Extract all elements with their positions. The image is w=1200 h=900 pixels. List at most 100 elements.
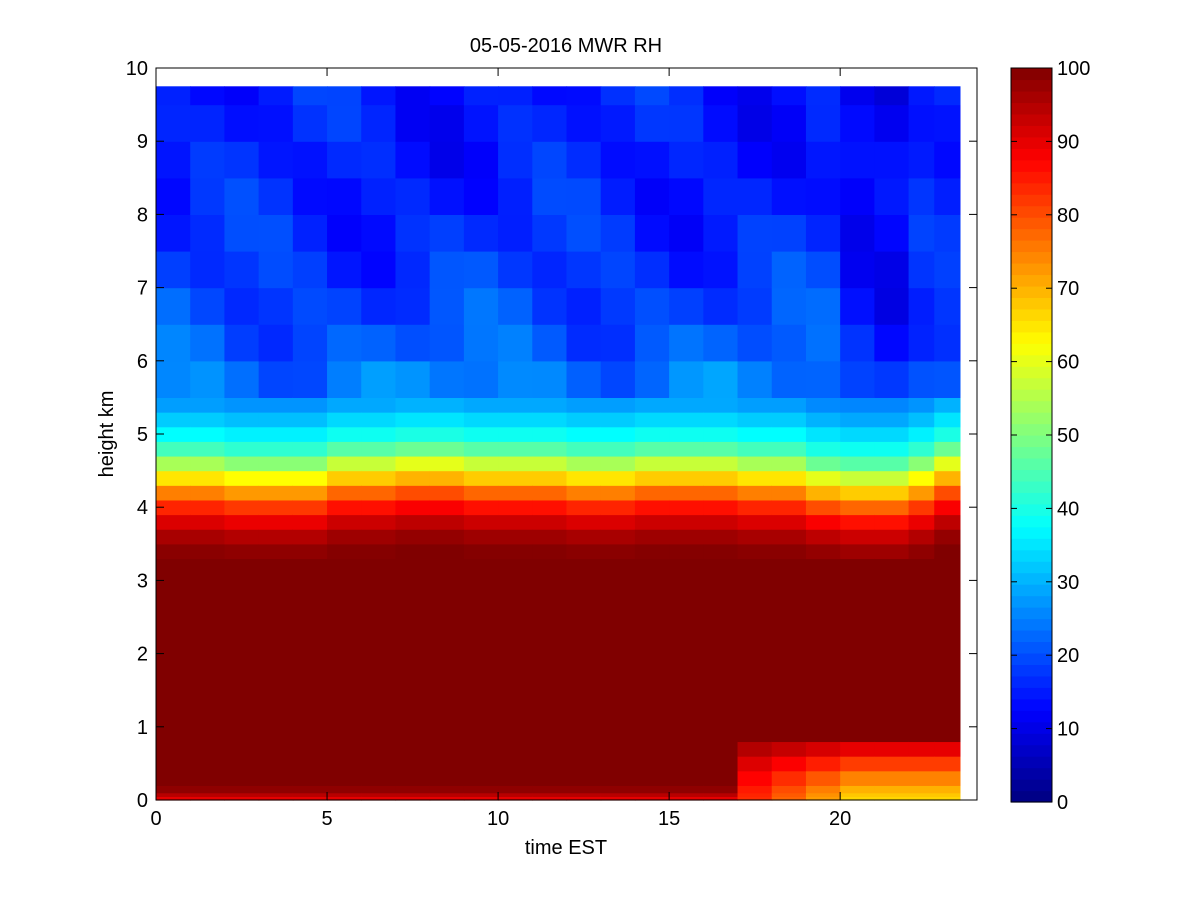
heatmap-cell	[737, 412, 773, 428]
heatmap-cell	[327, 251, 362, 289]
heatmap-cell	[737, 141, 773, 179]
heatmap-cell	[190, 251, 226, 289]
heatmap-cell	[908, 499, 935, 516]
heatmap-cell	[258, 324, 294, 362]
heatmap-cell	[156, 690, 191, 728]
heatmap-cell	[566, 141, 602, 179]
heatmap-cell	[258, 412, 294, 428]
colorbar-segment	[1011, 526, 1052, 539]
heatmap-cell	[566, 177, 602, 215]
heatmap-cell	[908, 441, 935, 457]
heatmap-cell	[634, 580, 670, 618]
heatmap-cell	[908, 741, 935, 757]
heatmap-cell	[532, 690, 568, 728]
colorbar-segment	[1011, 377, 1052, 390]
heatmap-cell	[840, 499, 875, 516]
heatmap-cell	[463, 441, 499, 457]
heatmap-cell	[361, 543, 397, 560]
heatmap-cell	[224, 792, 260, 797]
heatmap-cell	[840, 529, 875, 545]
heatmap-cell	[934, 543, 961, 560]
heatmap-cell	[292, 251, 328, 289]
heatmap-cell	[224, 412, 260, 428]
colorbar-segment	[1011, 159, 1052, 172]
colorbar-segment	[1011, 251, 1052, 264]
heatmap-cell	[156, 426, 191, 442]
heatmap-cell	[771, 792, 807, 797]
heatmap-cell	[805, 441, 841, 457]
heatmap-cell	[498, 796, 533, 801]
colorbar-segment	[1011, 687, 1052, 700]
heatmap-cell	[327, 214, 362, 252]
heatmap-cell	[805, 214, 841, 252]
heatmap-cell	[874, 214, 910, 252]
heatmap-cell	[840, 397, 875, 413]
heatmap-cell	[669, 360, 704, 398]
heatmap-cell	[361, 529, 397, 545]
y-tick-label: 6	[137, 351, 148, 373]
heatmap-cell	[156, 514, 191, 530]
heatmap-cell	[908, 514, 935, 530]
heatmap-cell	[156, 796, 191, 801]
colorbar-segment	[1011, 779, 1052, 792]
heatmap-cell	[805, 287, 841, 325]
heatmap-cell	[224, 141, 260, 179]
heatmap-cell	[908, 529, 935, 545]
heatmap-cell	[874, 485, 910, 501]
heatmap-cell	[805, 324, 841, 362]
heatmap-cell	[634, 558, 670, 581]
heatmap-cell	[258, 485, 294, 501]
heatmap-cell	[737, 756, 773, 772]
heatmap-cell	[771, 104, 807, 142]
heatmap-cell	[600, 360, 636, 398]
heatmap-cell	[908, 470, 935, 486]
heatmap-cell	[771, 726, 807, 743]
heatmap-cell	[498, 324, 533, 362]
heatmap-cell	[292, 104, 328, 142]
heatmap-cell	[908, 617, 935, 655]
heatmap-cell	[361, 397, 397, 413]
heatmap-cell	[874, 580, 910, 618]
heatmap-cell	[224, 653, 260, 691]
heatmap-cell	[669, 412, 704, 428]
heatmap-cell	[224, 455, 260, 472]
heatmap-cell	[532, 397, 568, 413]
heatmap-cell	[771, 543, 807, 560]
heatmap-cell	[874, 785, 910, 794]
heatmap-cell	[498, 397, 533, 413]
y-tick-label: 5	[137, 424, 148, 446]
heatmap-cell	[874, 792, 910, 797]
heatmap-cell	[292, 792, 328, 797]
heatmap-cell	[429, 514, 465, 530]
heatmap-cell	[634, 412, 670, 428]
colorbar-segment	[1011, 148, 1052, 161]
heatmap-cell	[669, 470, 704, 486]
heatmap-cell	[498, 726, 533, 743]
heatmap-cell	[395, 397, 431, 413]
colorbar-tick-label: 10	[1057, 719, 1079, 741]
heatmap-cell	[463, 558, 499, 581]
heatmap-cell	[224, 441, 260, 457]
heatmap-cell	[934, 726, 961, 743]
heatmap-cell	[498, 756, 533, 772]
heatmap-cell	[634, 499, 670, 516]
colorbar-segment	[1011, 412, 1052, 425]
heatmap-cell	[600, 529, 636, 545]
heatmap-cell	[327, 397, 362, 413]
heatmap-cell	[669, 653, 704, 691]
heatmap-cell	[156, 558, 191, 581]
heatmap-cell	[934, 653, 961, 691]
heatmap-cell	[327, 792, 362, 797]
heatmap-cell	[156, 287, 191, 325]
heatmap-cell	[429, 470, 465, 486]
heatmap-cell	[566, 397, 602, 413]
heatmap-cell	[190, 470, 226, 486]
heatmap-cell	[840, 287, 875, 325]
heatmap-cell	[934, 455, 961, 472]
heatmap-cell	[327, 485, 362, 501]
heatmap-cell	[224, 86, 260, 106]
heatmap-cell	[874, 741, 910, 757]
heatmap-cell	[532, 741, 568, 757]
heatmap-cell	[934, 756, 961, 772]
heatmap-cell	[737, 86, 773, 106]
